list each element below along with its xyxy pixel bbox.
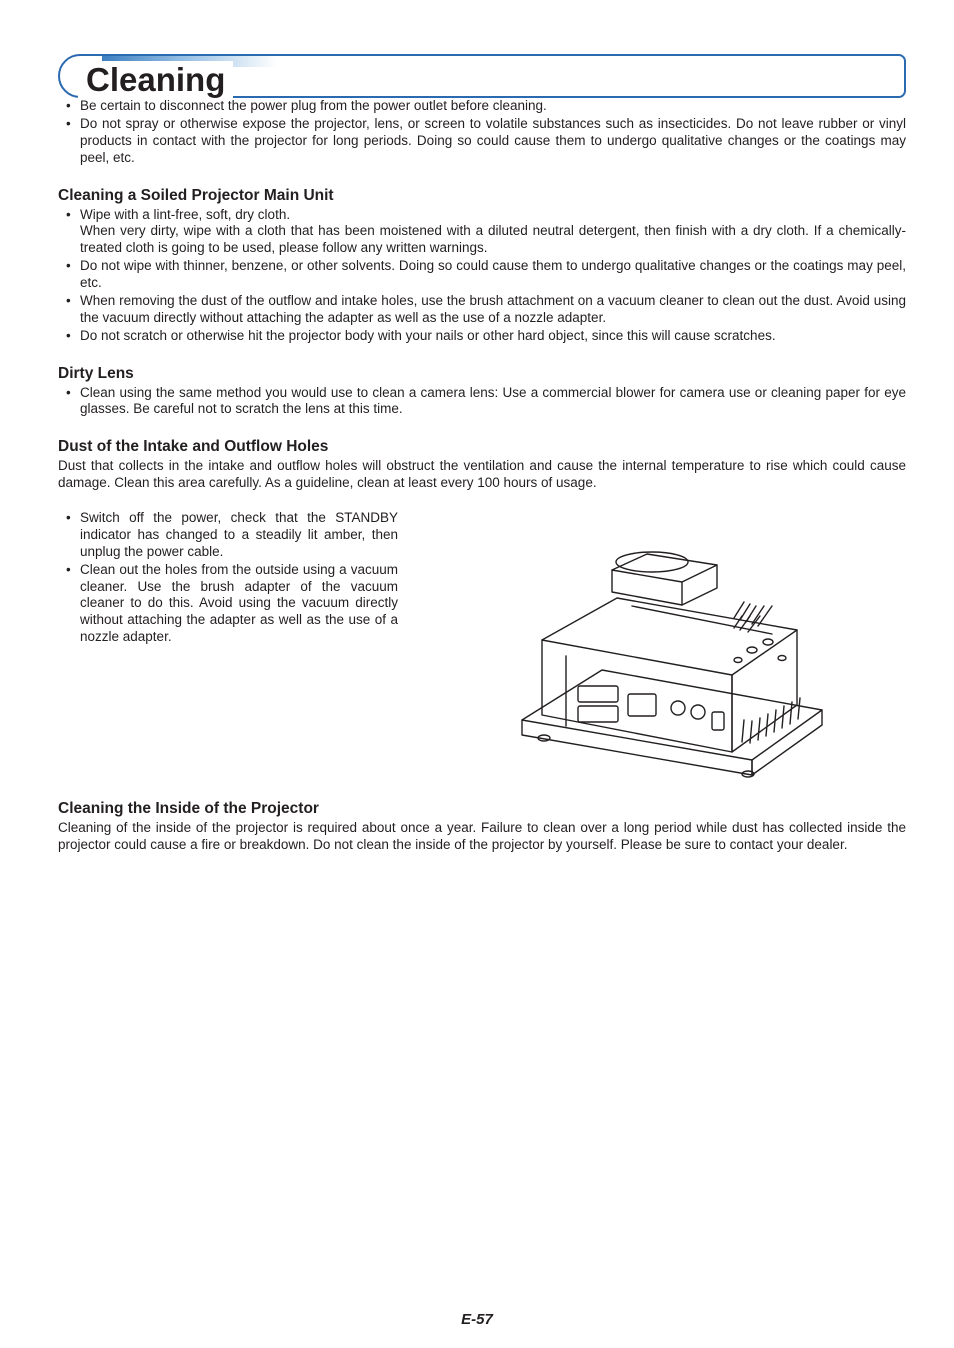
inside-body: Cleaning of the inside of the projector … bbox=[58, 820, 906, 854]
page-number: E-57 bbox=[0, 1311, 954, 1328]
intro-bullets: Be certain to disconnect the power plug … bbox=[58, 98, 906, 167]
heading-dirty-lens: Dirty Lens bbox=[58, 365, 906, 383]
page-title: Cleaning bbox=[78, 61, 233, 99]
main-unit-bullet-2: When removing the dust of the outflow an… bbox=[64, 293, 906, 327]
main-unit-bullets: Wipe with a lint-free, soft, dry cloth. … bbox=[58, 207, 906, 345]
dust-holes-body: Dust that collects in the intake and out… bbox=[58, 458, 906, 492]
dust-step-1: Clean out the holes from the outside usi… bbox=[64, 562, 398, 646]
heading-main-unit: Cleaning a Soiled Projector Main Unit bbox=[58, 187, 906, 205]
dirty-lens-bullet-0: Clean using the same method you would us… bbox=[64, 385, 906, 419]
main-unit-bullet-0: Wipe with a lint-free, soft, dry cloth. … bbox=[64, 207, 906, 258]
dust-holes-row: Switch off the power, check that the STA… bbox=[58, 510, 906, 780]
dust-holes-steps: Switch off the power, check that the STA… bbox=[58, 510, 398, 646]
dust-step-0: Switch off the power, check that the STA… bbox=[64, 510, 398, 561]
main-unit-bullet-1: Do not wipe with thinner, benzene, or ot… bbox=[64, 258, 906, 292]
intro-bullet-1: Do not spray or otherwise expose the pro… bbox=[64, 116, 906, 167]
illustration-col bbox=[418, 510, 906, 780]
dirty-lens-bullets: Clean using the same method you would us… bbox=[58, 385, 906, 419]
title-block: Cleaning bbox=[58, 34, 906, 98]
projector-illustration bbox=[482, 510, 842, 780]
heading-inside: Cleaning the Inside of the Projector bbox=[58, 800, 906, 818]
intro-bullet-0: Be certain to disconnect the power plug … bbox=[64, 98, 906, 115]
main-unit-bullet-3: Do not scratch or otherwise hit the proj… bbox=[64, 328, 906, 345]
dust-holes-steps-col: Switch off the power, check that the STA… bbox=[58, 510, 398, 647]
heading-dust-holes: Dust of the Intake and Outflow Holes bbox=[58, 438, 906, 456]
